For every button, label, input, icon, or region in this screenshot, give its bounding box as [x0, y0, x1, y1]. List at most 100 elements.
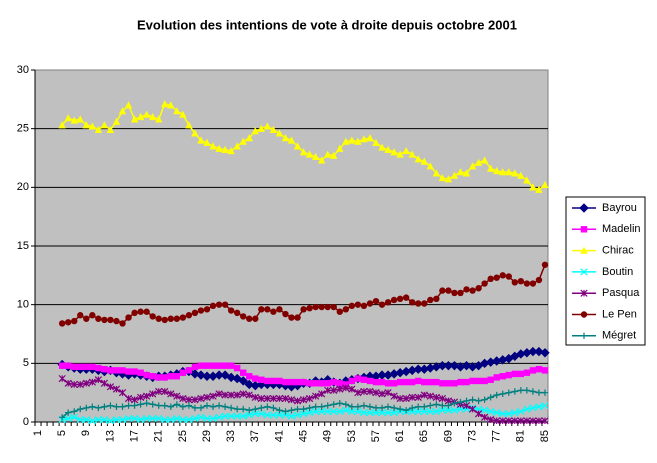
- marker: [227, 362, 235, 369]
- marker: [106, 125, 115, 134]
- marker: [445, 287, 452, 294]
- x-tick-label: 69: [442, 430, 454, 442]
- marker: [149, 390, 157, 398]
- x-tick-label: 57: [370, 430, 382, 442]
- marker: [457, 398, 464, 406]
- marker: [197, 136, 205, 144]
- marker: [354, 137, 362, 145]
- marker: [70, 116, 78, 124]
- marker: [64, 362, 72, 369]
- marker: [82, 416, 90, 424]
- marker: [305, 408, 314, 417]
- x-tick-label: 9: [80, 430, 92, 436]
- marker: [384, 380, 392, 387]
- marker: [270, 308, 277, 315]
- marker: [136, 416, 145, 424]
- marker: [179, 416, 187, 424]
- marker: [378, 301, 386, 308]
- marker: [161, 402, 168, 409]
- marker: [299, 410, 308, 418]
- marker: [580, 226, 588, 233]
- marker: [82, 121, 90, 129]
- marker: [324, 150, 332, 158]
- marker: [294, 378, 301, 386]
- marker: [420, 157, 428, 165]
- marker: [107, 316, 114, 324]
- marker: [348, 403, 356, 410]
- marker: [239, 390, 247, 398]
- marker: [287, 396, 296, 404]
- marker: [420, 391, 428, 399]
- marker: [336, 407, 344, 416]
- marker: [505, 168, 513, 176]
- marker: [390, 392, 398, 400]
- x-tick-label: 1: [32, 430, 44, 436]
- marker: [240, 405, 247, 413]
- marker: [342, 384, 350, 392]
- x-tick-label: 41: [273, 430, 285, 442]
- marker: [294, 314, 301, 321]
- marker: [282, 378, 289, 386]
- marker: [487, 416, 495, 424]
- marker: [100, 121, 109, 129]
- marker: [77, 312, 84, 319]
- marker: [287, 136, 296, 144]
- marker: [233, 391, 241, 399]
- marker: [288, 314, 295, 321]
- marker: [402, 407, 410, 414]
- marker: [372, 389, 380, 397]
- marker: [348, 302, 356, 310]
- marker: [438, 406, 447, 414]
- marker: [246, 373, 253, 380]
- marker: [293, 397, 302, 405]
- marker: [89, 403, 96, 410]
- marker: [541, 261, 549, 268]
- marker: [251, 393, 259, 401]
- marker: [252, 405, 259, 413]
- marker: [366, 300, 374, 307]
- marker: [215, 362, 223, 369]
- marker: [439, 287, 446, 294]
- marker: [457, 289, 464, 297]
- marker: [119, 320, 126, 327]
- marker: [541, 180, 549, 189]
- marker: [276, 377, 283, 385]
- marker: [276, 407, 283, 414]
- marker: [366, 408, 374, 417]
- marker: [529, 404, 537, 412]
- marker: [396, 405, 404, 413]
- marker: [185, 312, 193, 319]
- marker: [408, 393, 416, 401]
- marker: [499, 272, 506, 279]
- marker: [493, 274, 500, 281]
- marker: [461, 360, 472, 371]
- marker: [101, 403, 108, 410]
- marker: [336, 400, 343, 407]
- marker: [124, 101, 133, 109]
- marker: [336, 144, 344, 152]
- marker: [517, 370, 525, 378]
- marker: [396, 150, 404, 158]
- marker: [161, 387, 169, 396]
- marker: [535, 403, 543, 411]
- marker: [541, 417, 549, 425]
- marker: [179, 394, 187, 403]
- marker: [541, 367, 549, 374]
- marker: [390, 380, 398, 387]
- marker: [239, 412, 247, 420]
- marker: [130, 115, 139, 123]
- marker: [83, 315, 90, 322]
- marker: [275, 411, 284, 419]
- marker: [481, 396, 488, 403]
- marker: [390, 296, 398, 304]
- marker: [511, 417, 519, 425]
- marker: [107, 367, 114, 374]
- marker: [215, 301, 223, 308]
- marker: [257, 124, 266, 132]
- marker: [226, 372, 236, 383]
- marker: [499, 390, 506, 398]
- marker: [535, 389, 543, 396]
- marker: [438, 173, 447, 182]
- marker: [463, 286, 470, 293]
- x-tick-label: 77: [491, 430, 503, 442]
